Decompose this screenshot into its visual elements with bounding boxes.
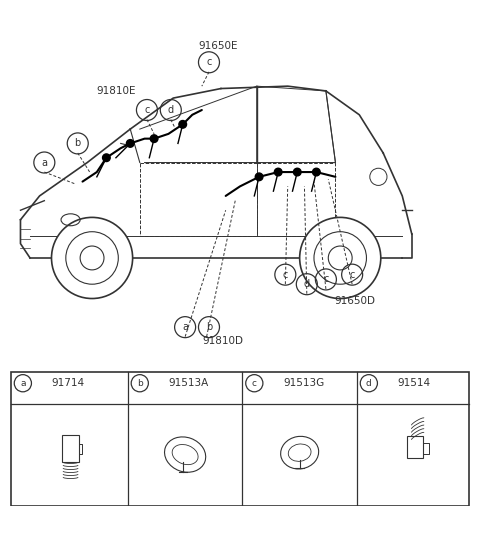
Text: c: c (349, 270, 355, 280)
Text: b: b (206, 322, 212, 332)
Text: 91650E: 91650E (199, 41, 238, 51)
Circle shape (103, 154, 110, 162)
Circle shape (179, 120, 187, 128)
Text: 91650D: 91650D (334, 296, 375, 306)
Circle shape (275, 168, 282, 176)
Text: 91810D: 91810D (203, 337, 244, 347)
Text: 91714: 91714 (51, 378, 84, 388)
Text: 91810E: 91810E (96, 86, 136, 96)
Text: a: a (41, 157, 48, 167)
Circle shape (126, 140, 134, 147)
Text: b: b (137, 379, 143, 388)
Text: c: c (206, 57, 212, 67)
Circle shape (293, 168, 301, 176)
Circle shape (51, 217, 132, 299)
Text: 91513G: 91513G (283, 378, 324, 388)
Circle shape (255, 173, 263, 181)
Text: 91514: 91514 (397, 378, 431, 388)
Circle shape (150, 135, 158, 142)
Text: a: a (20, 379, 25, 388)
Circle shape (312, 168, 320, 176)
Text: b: b (74, 139, 81, 148)
Text: d: d (168, 105, 174, 115)
Text: a: a (182, 322, 188, 332)
Text: c: c (252, 379, 257, 388)
Circle shape (300, 217, 381, 299)
Text: 91513A: 91513A (168, 378, 209, 388)
Text: c: c (323, 274, 329, 285)
Text: d: d (304, 279, 310, 289)
Text: c: c (144, 105, 150, 115)
Text: c: c (283, 270, 288, 280)
Text: d: d (366, 379, 372, 388)
